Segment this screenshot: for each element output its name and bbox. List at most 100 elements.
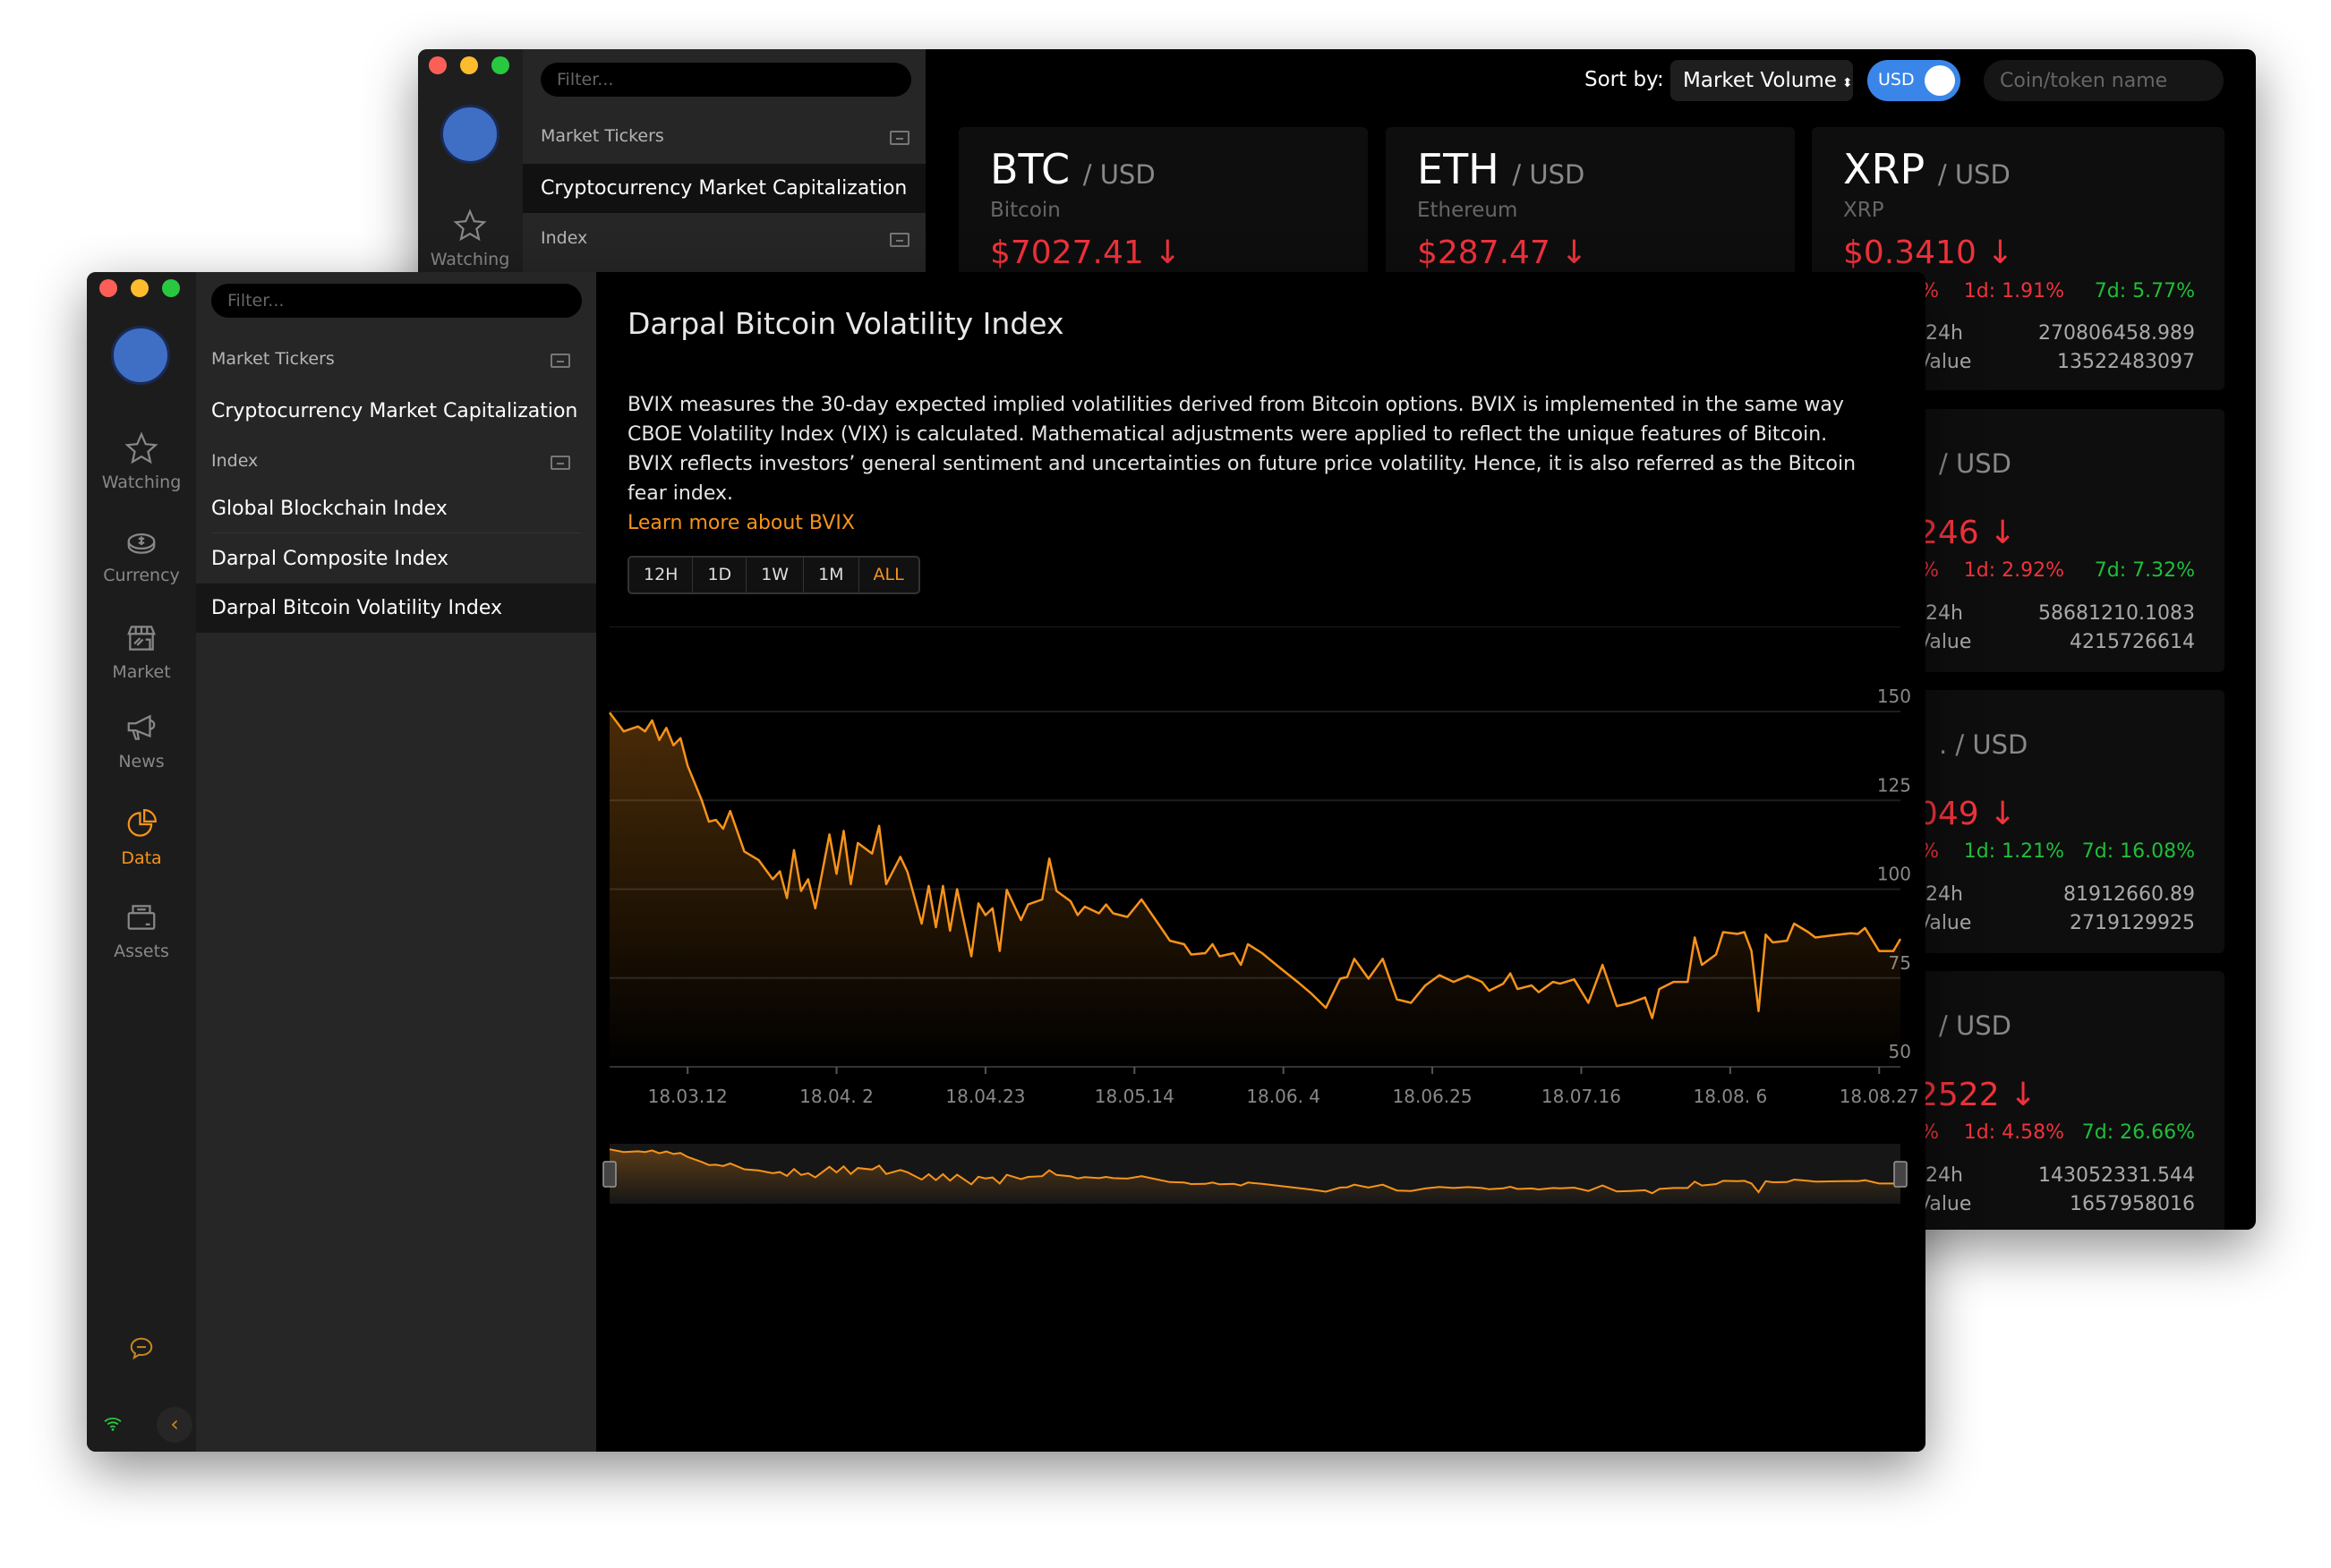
coin-name: XRP <box>1843 199 1884 222</box>
filter-input[interactable] <box>211 284 582 318</box>
y-tick-label: 100 <box>1877 864 1911 885</box>
range-1w[interactable]: 1W <box>747 558 805 592</box>
change-1d: 1d: 4.58% <box>1963 1121 2064 1144</box>
sort-arrows-icon: ⬍ <box>1841 76 1853 90</box>
list-item-global-blockchain-index[interactable]: Global Blockchain Index <box>211 485 581 533</box>
sidebar-item-assets[interactable]: Assets <box>87 900 196 961</box>
value-label: Value <box>1917 631 1972 653</box>
value-label: Value <box>1917 1193 1972 1215</box>
list-item-market-cap[interactable]: Cryptocurrency Market Capitalization <box>211 388 577 433</box>
minimize-button[interactable] <box>460 56 478 74</box>
zoom-button[interactable] <box>491 56 509 74</box>
ticker: ETH <box>1417 145 1499 193</box>
sidebar-item-watching[interactable]: Watching <box>87 431 196 492</box>
close-button[interactable] <box>99 279 117 297</box>
minimize-button[interactable] <box>131 279 149 297</box>
list-item-darpal-composite-index[interactable]: Darpal Composite Index <box>211 534 581 583</box>
navigator-handle-right[interactable] <box>1893 1161 1908 1188</box>
x-tick-label: 18.04.23 <box>945 1086 1025 1107</box>
y-tick-label: 125 <box>1877 774 1911 796</box>
folder-icon[interactable] <box>551 354 570 368</box>
sort-label: Sort by: <box>1584 68 1664 91</box>
nav-label: News <box>118 752 165 771</box>
section-market-tickers: Market Tickers <box>211 349 335 369</box>
change-1d: 1d: 1.21% <box>1963 840 2064 863</box>
avatar[interactable] <box>440 105 500 164</box>
chart-divider <box>610 626 1900 627</box>
coin-name: Ethereum <box>1417 199 1518 222</box>
sidebar-item-news[interactable]: News <box>87 711 196 771</box>
pie-chart-icon <box>127 809 157 837</box>
item-label: Global Blockchain Index <box>211 498 448 520</box>
list-item-darpal-bitcoin-volatility-index[interactable]: Darpal Bitcoin Volatility Index <box>196 584 596 633</box>
change-1d: 1d: 1.91% <box>1963 280 2064 303</box>
collapse-sidebar-button[interactable]: ‹ <box>157 1407 192 1443</box>
folder-icon[interactable] <box>551 456 570 470</box>
sort-select[interactable]: Market Volume ⬍ <box>1670 60 1853 101</box>
chat-icon[interactable] <box>127 1335 156 1362</box>
item-label: Darpal Composite Index <box>211 547 448 570</box>
change-7d: 7d: 7.32% <box>2094 559 2195 582</box>
sidebar-item-watching[interactable]: Watching <box>418 209 525 269</box>
currency-toggle[interactable]: USD <box>1867 60 1960 101</box>
price: $287.47 ↓ <box>1417 234 1588 271</box>
navigator-area <box>610 1149 1900 1204</box>
range-selector: 12H 1D 1W 1M ALL <box>628 556 920 594</box>
range-1m[interactable]: 1M <box>804 558 859 592</box>
learn-more-link[interactable]: Learn more about BVIX <box>628 512 855 534</box>
wallet-icon <box>127 905 156 930</box>
zoom-button[interactable] <box>162 279 180 297</box>
quote: / USD <box>1512 159 1585 190</box>
x-tick-label: 18.03.12 <box>648 1086 728 1107</box>
value-label: Value <box>1917 912 1972 934</box>
quote: . / USD <box>1939 729 2028 760</box>
sidebar-item-currency[interactable]: Currency <box>87 524 196 585</box>
section-market-tickers: Market Tickers <box>541 126 664 146</box>
section-index: Index <box>541 228 588 248</box>
series-area <box>610 712 1900 1067</box>
coin-icon <box>127 533 156 554</box>
wifi-icon <box>104 1418 122 1431</box>
x-tick-label: 18.07.16 <box>1541 1086 1621 1107</box>
item-label: Cryptocurrency Market Capitalization <box>541 177 908 200</box>
folder-icon[interactable] <box>890 131 909 145</box>
quote: / USD <box>1082 159 1156 190</box>
range-12h[interactable]: 12H <box>629 558 694 592</box>
nav-label: Data <box>121 848 162 868</box>
ticker: XRP <box>1843 145 1925 193</box>
change-7d: 7d: 16.08% <box>2081 840 2195 863</box>
sidebar-item-data[interactable]: Data <box>87 807 196 868</box>
quote: / USD <box>1939 1010 2011 1041</box>
description-paragraph-2: BVIX reflects investors’ general sentime… <box>628 453 1857 505</box>
list-item-market-cap[interactable]: Cryptocurrency Market Capitalization <box>523 164 926 213</box>
avatar[interactable] <box>111 326 170 385</box>
volume-label: 24h <box>1925 602 1963 625</box>
range-all[interactable]: ALL <box>873 565 904 584</box>
star-icon <box>124 431 158 464</box>
range-1d[interactable]: 1D <box>693 558 747 592</box>
volume-label: 24h <box>1925 322 1963 345</box>
sidebar-item-market[interactable]: Market <box>87 621 196 682</box>
volume: 58681210.1083 <box>2038 602 2195 625</box>
item-label: Darpal Bitcoin Volatility Index <box>211 597 503 619</box>
price: 049 ↓ <box>1917 796 2017 832</box>
item-label: Cryptocurrency Market Capitalization <box>211 399 578 422</box>
coin-name: Bitcoin <box>990 199 1061 222</box>
x-tick-label: 18.04. 2 <box>799 1086 874 1107</box>
x-tick-label: 18.06. 4 <box>1246 1086 1320 1107</box>
close-button[interactable] <box>429 56 447 74</box>
volume-label: 24h <box>1925 1164 1963 1187</box>
description: BVIX measures the 30-day expected implie… <box>628 390 1899 538</box>
filter-input[interactable] <box>541 63 911 97</box>
folder-icon[interactable] <box>890 233 909 247</box>
nav-label: Watching <box>430 250 510 269</box>
megaphone-icon <box>127 714 156 740</box>
coin-search-input[interactable] <box>1984 60 2224 101</box>
main-panel: Darpal Bitcoin Volatility Index BVIX mea… <box>596 272 1925 1452</box>
navigator-handle-left[interactable] <box>602 1161 617 1188</box>
nav-label: Market <box>112 662 171 682</box>
x-tick-label: 18.06.25 <box>1393 1086 1473 1107</box>
x-tick-label: 18.08. 6 <box>1693 1086 1767 1107</box>
price: $0.3410 ↓ <box>1843 234 2014 271</box>
volume: 270806458.989 <box>2038 322 2195 345</box>
